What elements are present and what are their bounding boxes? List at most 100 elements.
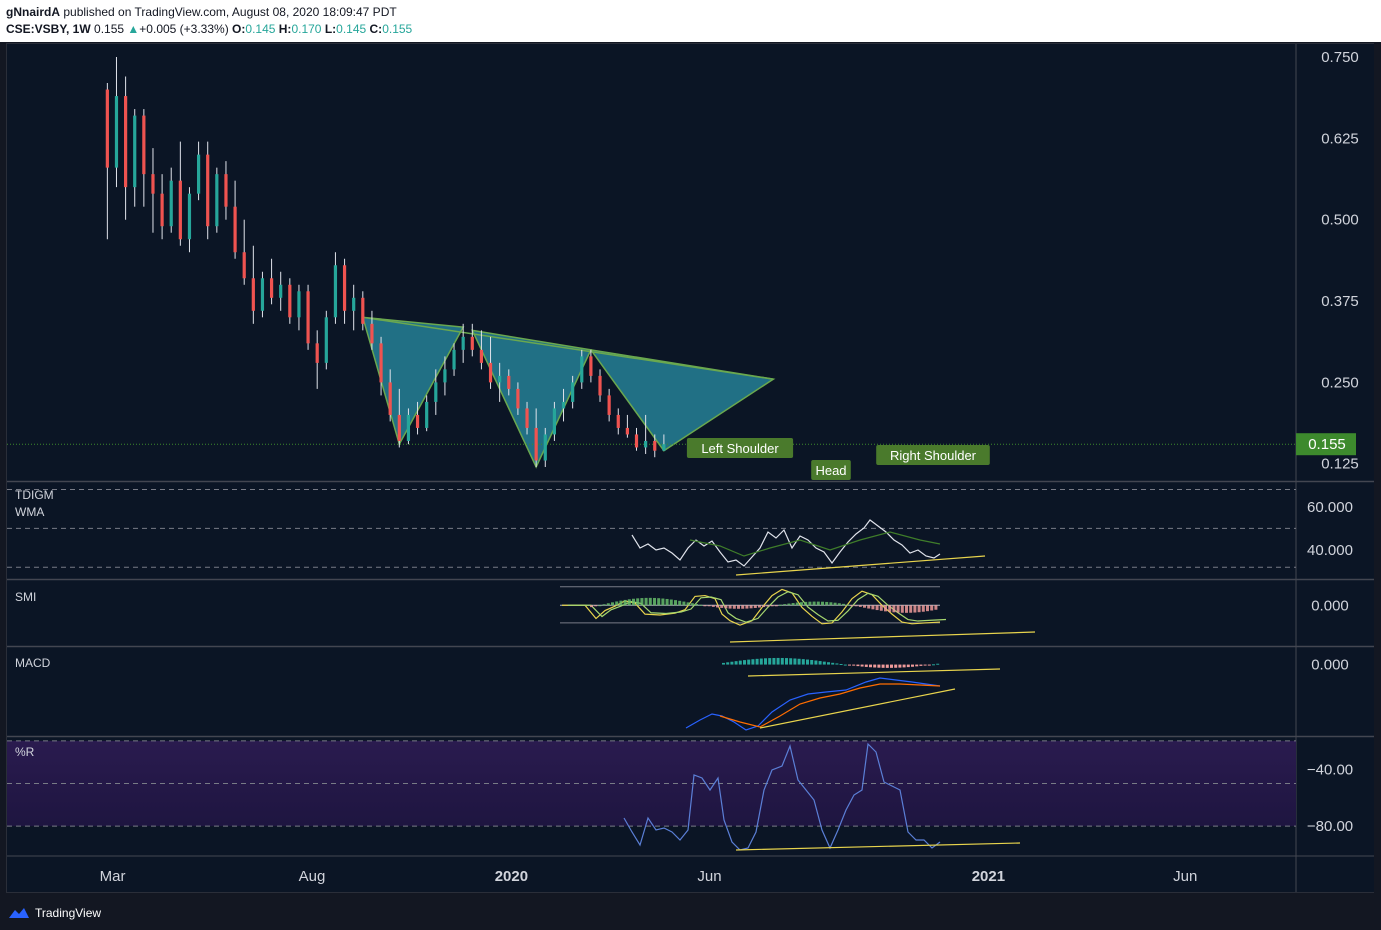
macd-signal-line [719, 683, 941, 728]
candle-body-53 [589, 356, 593, 376]
smi-histogram-bar [690, 603, 694, 606]
macd-histogram-bar [818, 661, 822, 665]
smi-histogram-bar [749, 605, 753, 609]
smi-histogram-bar [804, 601, 808, 606]
right-shoulder-label: Right Shoulder [890, 448, 977, 463]
candle-body-33 [406, 414, 411, 441]
candle-body-27 [352, 297, 356, 311]
tradingview-brand[interactable]: TradingView [8, 906, 101, 920]
smi-histogram-bar [875, 605, 879, 611]
candle-body-15 [242, 252, 246, 279]
price-tick-5: 0.125 [1321, 456, 1359, 473]
candle-body-16 [251, 278, 255, 311]
smi-histogram-bar [703, 605, 707, 607]
candle-body-13 [224, 174, 228, 207]
candle-body-58 [634, 434, 639, 448]
low-label: L: [324, 22, 337, 36]
time-tick-3: Jun [697, 868, 721, 885]
candle-body-12 [215, 174, 219, 227]
last-price-tag [1296, 433, 1356, 456]
close-label: C: [369, 22, 383, 36]
price-tick-1: 0.625 [1321, 130, 1359, 147]
smi-histogram-bar [800, 602, 803, 606]
williams-r-label: %R [15, 745, 35, 759]
author-name[interactable]: gNnairdA [6, 5, 60, 19]
smi-histogram-bar [787, 603, 791, 606]
smi-histogram-bar [871, 605, 875, 610]
macd-histogram-bar [831, 662, 835, 665]
smi-histogram-bar [779, 604, 782, 606]
smi-histogram-bar [665, 598, 669, 606]
panel-3-tick-1: −80.00 [1307, 818, 1353, 835]
macd-histogram-bar [923, 664, 927, 666]
smi-histogram-bar [888, 605, 892, 612]
brand-name: TradingView [35, 906, 102, 920]
macd-histogram-bar [894, 664, 898, 668]
macd-histogram-bar [881, 664, 885, 668]
smi-histogram-bar [632, 598, 635, 606]
macd-histogram-bar [915, 664, 919, 667]
macd-histogram-bar [898, 664, 902, 668]
smi-histogram-bar [716, 605, 719, 608]
macd-histogram-bar [835, 663, 839, 665]
candle-body-24 [324, 317, 328, 363]
candle-body-2 [124, 96, 128, 188]
smi-histogram-bar [896, 605, 900, 613]
macd-histogram-bar [810, 660, 814, 665]
smi-histogram-bar [737, 605, 740, 609]
candle-body-22 [306, 291, 310, 344]
macd-histogram-bar [936, 663, 940, 665]
candle-body-14 [233, 206, 237, 253]
open-label: O: [232, 22, 246, 36]
candle-body-28 [361, 297, 365, 324]
candle-body-21 [297, 291, 301, 318]
candle-body-29 [370, 323, 374, 344]
smi-histogram-bar [619, 600, 623, 606]
smi-histogram-bar [644, 597, 648, 606]
smi-histogram-bar [606, 603, 610, 606]
footer-bar [0, 896, 1381, 930]
head-label-bg [811, 460, 851, 480]
macd-histogram-bar [852, 664, 856, 666]
smi-histogram-bar [724, 605, 728, 609]
williams-trendline [735, 842, 1021, 851]
tdigm-trendline [735, 555, 986, 576]
macd-trendline-lower [759, 688, 956, 729]
price-tick-2: 0.500 [1321, 212, 1359, 229]
candle-body-9 [187, 193, 192, 240]
smi-label: SMI [15, 590, 37, 604]
candle-body-23 [315, 343, 319, 363]
smi-histogram-bar [753, 605, 757, 608]
smi-histogram-bar [720, 605, 724, 608]
neckline [362, 316, 774, 380]
candle-body-19 [279, 284, 283, 298]
chart-canvas[interactable]: 0.750 0.625 0.500 0.375 0.250 0.125 0.155 60.00… [0, 0, 1381, 896]
smi-histogram-bar [884, 605, 887, 612]
macd-histogram-bar [822, 661, 826, 665]
smi-histogram-bar [766, 605, 770, 607]
smi-histogram-bar [913, 605, 917, 613]
smi-histogram-bar [674, 600, 677, 606]
panel-0-tick-0: 60.000 [1307, 499, 1353, 516]
smi-histogram-bar [900, 605, 904, 613]
macd-histogram-bar [848, 664, 851, 666]
candle-body-25 [333, 265, 338, 318]
chart-header: gNnairdA published on TradingView.com, A… [0, 0, 1381, 42]
smi-histogram-bar [602, 604, 606, 606]
time-tick-1: Aug [299, 868, 326, 885]
smi-signal-line [568, 591, 947, 623]
candle-body-55 [607, 395, 611, 415]
smi-histogram-bar [863, 605, 866, 608]
smi-histogram-bar [686, 602, 690, 606]
candle-body-59 [644, 440, 648, 448]
macd-histogram-bar [814, 660, 818, 665]
macd-histogram-bar [864, 664, 868, 667]
price-tick-0: 0.750 [1321, 49, 1359, 66]
smi-histogram-bar [795, 602, 799, 606]
macd-histogram-bar [843, 664, 847, 666]
tdigm-label: TDIGM [15, 488, 54, 502]
smi-histogram-bar [732, 605, 736, 609]
candle-body-51 [571, 382, 575, 402]
smi-histogram-bar [590, 605, 593, 608]
smi-histogram-bar [627, 599, 631, 606]
